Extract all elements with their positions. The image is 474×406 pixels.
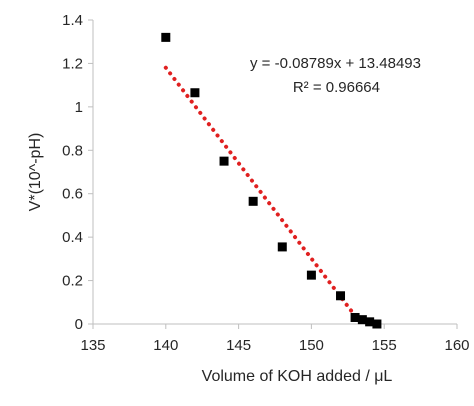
- x-tick-label: 135: [80, 337, 105, 354]
- y-tick-label: 1.4: [62, 12, 83, 29]
- axes: 0 0.2 0.4 0.6 0.8 1 1.2 1.4 135 140 145 150 155 160: [62, 12, 469, 354]
- y-tick-label: 1.2: [62, 55, 83, 72]
- trendline-group: [163, 65, 358, 318]
- x-tick-label: 140: [153, 337, 178, 354]
- y-tick-label: 0.2: [62, 273, 83, 290]
- x-tick-label: 145: [226, 337, 251, 354]
- y-tick-label: 0.4: [62, 229, 83, 246]
- y-tick-label: 0.6: [62, 186, 83, 203]
- y-tick-label: 0: [75, 316, 83, 333]
- data-point: [248, 196, 258, 206]
- data-points: [161, 32, 382, 329]
- x-tick-label: 160: [444, 337, 469, 354]
- y-tick-label: 1: [75, 99, 83, 116]
- data-point: [336, 291, 346, 301]
- data-point: [219, 156, 229, 166]
- data-point: [365, 317, 375, 327]
- linear-trendline: [163, 65, 358, 318]
- data-point: [190, 88, 200, 98]
- data-point: [350, 312, 360, 322]
- y-tick-label: 0.8: [62, 142, 83, 159]
- x-tick-label: 150: [299, 337, 324, 354]
- data-point: [277, 242, 287, 252]
- x-axis-title: Volume of KOH added / μL: [202, 368, 393, 385]
- data-point: [161, 32, 171, 42]
- r-squared-label: R² = 0.96664: [293, 79, 380, 96]
- data-point: [306, 270, 316, 280]
- x-tick-label: 155: [372, 337, 397, 354]
- y-axis-title: V*(10^-pH): [27, 133, 44, 212]
- data-point: [372, 319, 382, 329]
- data-point: [357, 315, 367, 325]
- trendline-equation: y = -0.08789x + 13.48493: [250, 55, 421, 72]
